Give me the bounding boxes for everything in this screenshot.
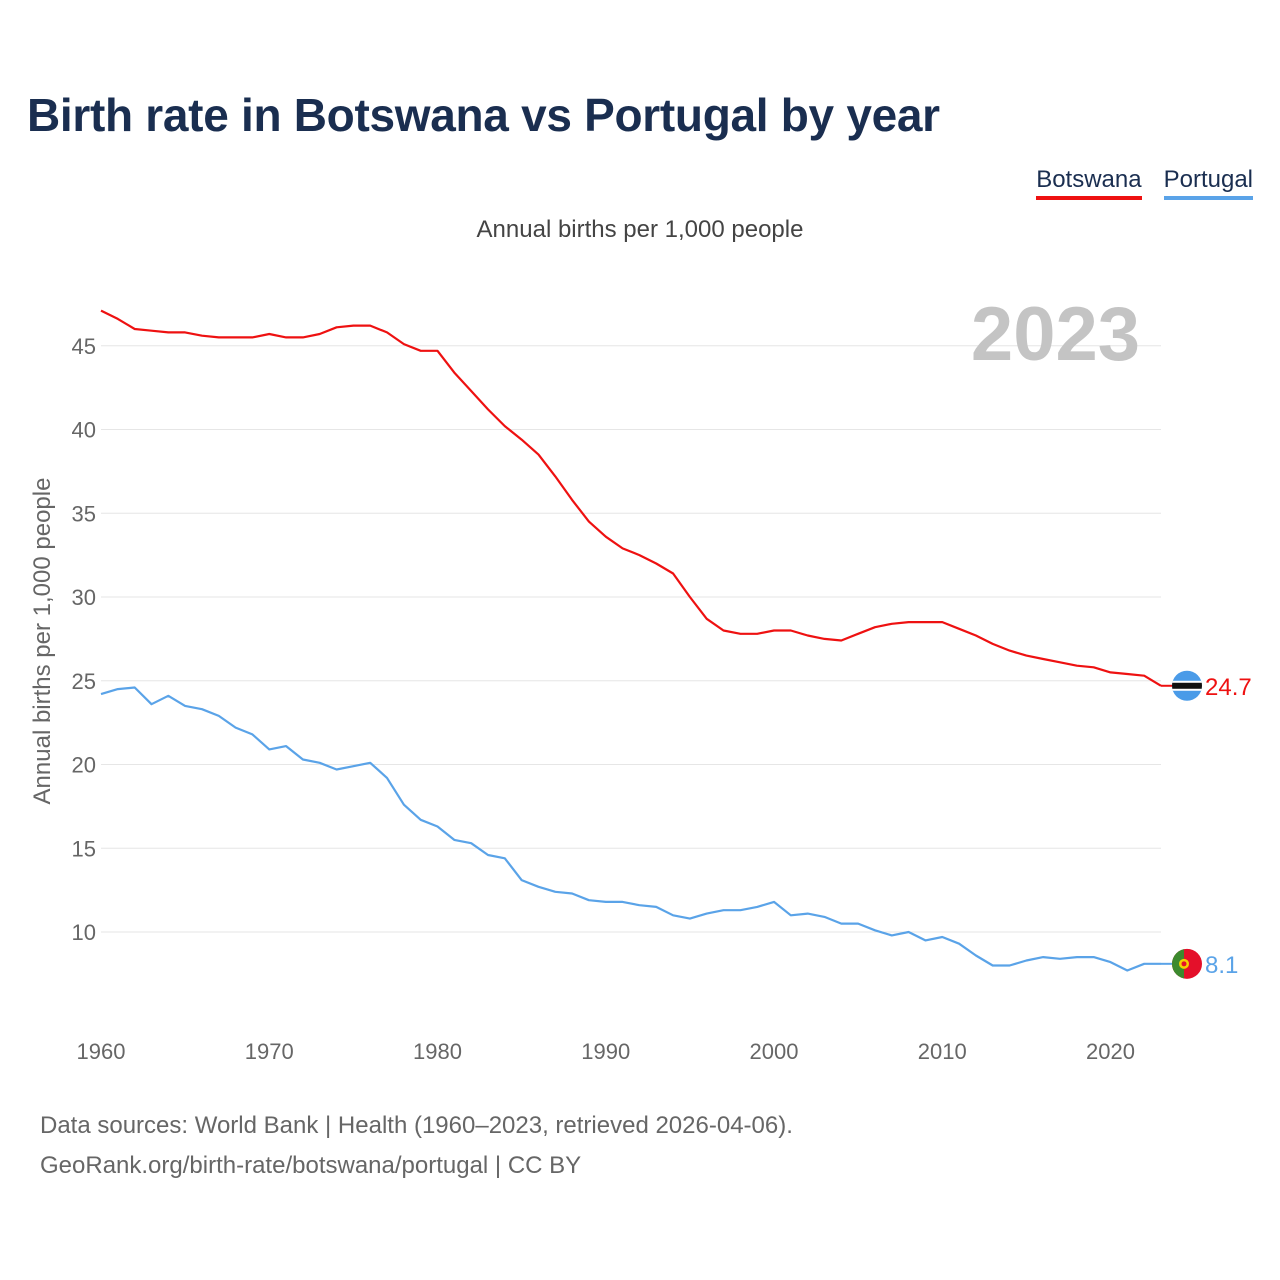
- end-value-label-portugal: 8.1: [1205, 952, 1238, 979]
- x-tick-label: 2010: [918, 1039, 967, 1064]
- x-tick-label: 2020: [1086, 1039, 1135, 1064]
- x-tick-label: 1980: [413, 1039, 462, 1064]
- y-tick-label: 25: [72, 669, 96, 694]
- y-tick-label: 30: [72, 585, 96, 610]
- y-tick-label: 45: [72, 334, 96, 359]
- footer: Data sources: World Bank | Health (1960–…: [40, 1106, 793, 1186]
- footer-sources: Data sources: World Bank | Health (1960–…: [40, 1112, 793, 1139]
- end-value-label-botswana: 24.7: [1205, 674, 1252, 701]
- legend: Botswana Portugal: [1036, 166, 1253, 200]
- y-tick-label: 10: [72, 920, 96, 945]
- portugal-flag-icon: [1172, 948, 1202, 979]
- year-annotation: 2023: [971, 292, 1140, 377]
- y-tick-label: 35: [72, 501, 96, 526]
- grid-lines: [101, 345, 1161, 933]
- legend-item-botswana[interactable]: Botswana: [1036, 166, 1142, 200]
- x-tick-label: 1960: [77, 1039, 126, 1064]
- footer-attribution: GeoRank.org/birth-rate/botswana/portugal…: [40, 1152, 582, 1179]
- chart-subtitle: Annual births per 1,000 people: [476, 216, 804, 243]
- x-tick-label: 2000: [750, 1039, 799, 1064]
- botswana-flag-icon: [1172, 670, 1202, 701]
- x-tick-label: 1970: [245, 1039, 294, 1064]
- page-title: Birth rate in Botswana vs Portugal by ye…: [27, 89, 940, 141]
- end-markers: 24.7 8.1: [1161, 670, 1252, 979]
- legend-item-portugal[interactable]: Portugal: [1163, 166, 1253, 200]
- x-tick-label: 1990: [581, 1039, 630, 1064]
- y-tick-label: 40: [72, 418, 96, 443]
- x-tick-labels: 1960 1970 1980 1990 2000 2010 2020: [77, 1039, 1135, 1064]
- series-line-portugal: [100, 686, 1161, 972]
- y-tick-labels: 10 15 20 25 30 35 40 45: [72, 334, 96, 945]
- series-line-botswana: [100, 309, 1162, 687]
- y-tick-label: 20: [72, 753, 96, 778]
- y-tick-label: 15: [72, 836, 96, 861]
- series-lines: [100, 309, 1162, 972]
